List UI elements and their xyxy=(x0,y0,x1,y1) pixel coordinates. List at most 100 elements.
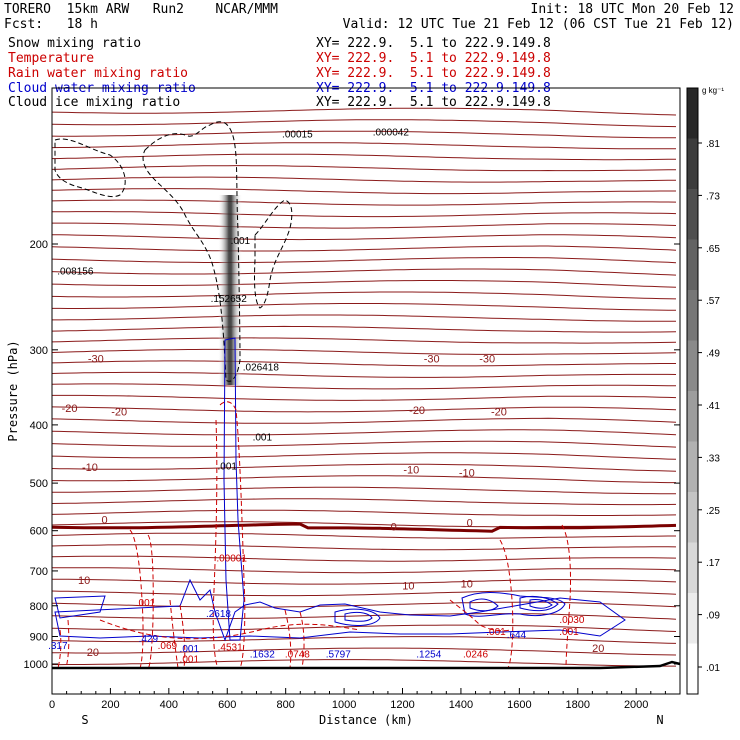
forecast-hour: Fcst: 18 h xyxy=(4,17,98,32)
y-tick-label: 900 xyxy=(30,632,48,644)
isotherm-line xyxy=(51,636,677,644)
isotherm-line xyxy=(51,498,677,506)
isotherm-line xyxy=(51,153,676,161)
isotherm-line xyxy=(51,211,677,218)
isotherm-label: -10 xyxy=(459,467,475,479)
cloud-water-contour xyxy=(469,598,499,612)
isotherm-line xyxy=(51,348,677,355)
colorbar-label: .09 xyxy=(706,611,720,622)
isotherm-label: 0 xyxy=(467,518,473,530)
isotherm-line xyxy=(51,521,677,528)
maximum-label: .001 xyxy=(180,644,200,655)
isotherm-line xyxy=(52,222,677,229)
legend-rain-name: Rain water mixing ratio xyxy=(8,66,189,81)
rain-contour xyxy=(219,401,246,669)
maximum-label: .1254 xyxy=(416,649,441,660)
maximum-label: .5797 xyxy=(326,649,351,660)
colorbar-label: .81 xyxy=(706,139,720,150)
rain-contour xyxy=(99,619,361,640)
maximum-label: .00001 xyxy=(216,553,247,564)
rain-contour xyxy=(147,534,154,669)
isotherm-label: 10 xyxy=(461,579,473,591)
isotherm-line xyxy=(51,199,677,206)
init-time: Init: 18 UTC Mon 20 Feb 12 xyxy=(530,2,735,17)
cloud-ice-contour xyxy=(54,138,126,198)
maximum-label: .317 xyxy=(48,641,68,652)
colorbar-segment xyxy=(687,340,698,392)
rain-contour xyxy=(169,599,186,669)
maximum-label: .008156 xyxy=(57,267,94,278)
maximum-label: .001 xyxy=(253,433,273,444)
x-tick-label: 1600 xyxy=(507,699,531,711)
maximum-label: .0246 xyxy=(463,649,488,660)
colorbar-segment xyxy=(687,492,698,543)
isotherm-line xyxy=(52,475,676,484)
legend-cloudice-xy: XY= 222.9. 5.1 to 222.9.149.8 xyxy=(316,95,551,110)
isotherm-line xyxy=(51,325,677,333)
colorbar-label: .65 xyxy=(706,244,720,255)
y-tick-label: 300 xyxy=(30,345,48,357)
isotherm-line xyxy=(52,314,676,322)
isotherm-line xyxy=(51,337,677,344)
rain-contour xyxy=(129,529,144,669)
isotherm-line xyxy=(51,130,676,139)
legend-temperature-name: Temperature xyxy=(8,51,95,66)
colorbar-label: .73 xyxy=(706,191,720,202)
cloud-ice-contour xyxy=(254,199,293,309)
x-tick-label: 800 xyxy=(276,699,294,711)
colorbar-segment xyxy=(687,643,698,695)
isotherm-line xyxy=(51,383,677,390)
isotherm-line xyxy=(51,291,677,300)
maximum-label: .429 xyxy=(139,634,159,645)
colorbar-label: .01 xyxy=(706,663,720,674)
maximum-label: .001 xyxy=(231,236,251,247)
isotherm-label: 10 xyxy=(402,580,414,592)
x-tick-label: 600 xyxy=(218,699,236,711)
y-tick-label: 200 xyxy=(30,239,48,251)
cloud-water-contour xyxy=(344,611,373,622)
maximum-label: .4531 xyxy=(218,643,243,654)
cloud-water-contour xyxy=(461,592,566,617)
x-tick-label: 0 xyxy=(49,699,55,711)
valid-time: Valid: 12 UTC Tue 21 Feb 12 (06 CST Tue … xyxy=(342,17,734,32)
colorbar-label: .49 xyxy=(706,349,720,360)
isotherm-line xyxy=(51,613,677,620)
isotherm-line xyxy=(51,360,676,367)
model-title: TORERO 15km ARW Run2 NCAR/MMM xyxy=(4,2,278,17)
colorbar-label: .25 xyxy=(706,506,720,517)
maximum-label: .001 xyxy=(559,627,579,638)
maximum-label: .00015 xyxy=(282,130,313,141)
x-tick-label: 400 xyxy=(160,699,178,711)
colorbar-label: .41 xyxy=(706,401,720,412)
colorbar-segment xyxy=(687,189,698,240)
isotherm-line xyxy=(51,119,677,128)
y-tick-label: 800 xyxy=(30,601,48,613)
isotherm-line xyxy=(51,188,676,195)
maximum-label: .001 xyxy=(486,627,506,638)
isotherm-line xyxy=(51,486,676,495)
maximum-label: .001 xyxy=(136,598,156,609)
rain-contour xyxy=(449,599,511,632)
snow-shading xyxy=(218,195,242,385)
isotherm-line xyxy=(51,245,677,252)
isotherm-line xyxy=(51,371,677,378)
ground-line xyxy=(52,660,681,670)
maximum-label: .644 xyxy=(507,630,527,641)
maximum-label: .2618 xyxy=(206,609,231,620)
isotherm-line xyxy=(51,142,676,150)
cloud-water-contour xyxy=(223,337,245,641)
rain-contour xyxy=(212,419,219,669)
isotherm-line xyxy=(52,567,677,574)
x-tick-label: 2000 xyxy=(624,699,648,711)
zero-isotherm xyxy=(51,522,677,533)
isotherm-line xyxy=(51,406,677,413)
colorbar-label: .33 xyxy=(706,453,720,464)
isotherm-label: -30 xyxy=(424,353,440,365)
legend-rain-xy: XY= 222.9. 5.1 to 222.9.149.8 xyxy=(316,66,551,81)
cloud-water-contour xyxy=(334,608,381,626)
colorbar-segment xyxy=(687,391,698,442)
maximum-label: .0030 xyxy=(559,615,584,626)
y-axis-label: Pressure (hPa) xyxy=(6,340,20,441)
isotherm-label: -10 xyxy=(403,465,419,477)
isotherm-line xyxy=(51,176,676,183)
